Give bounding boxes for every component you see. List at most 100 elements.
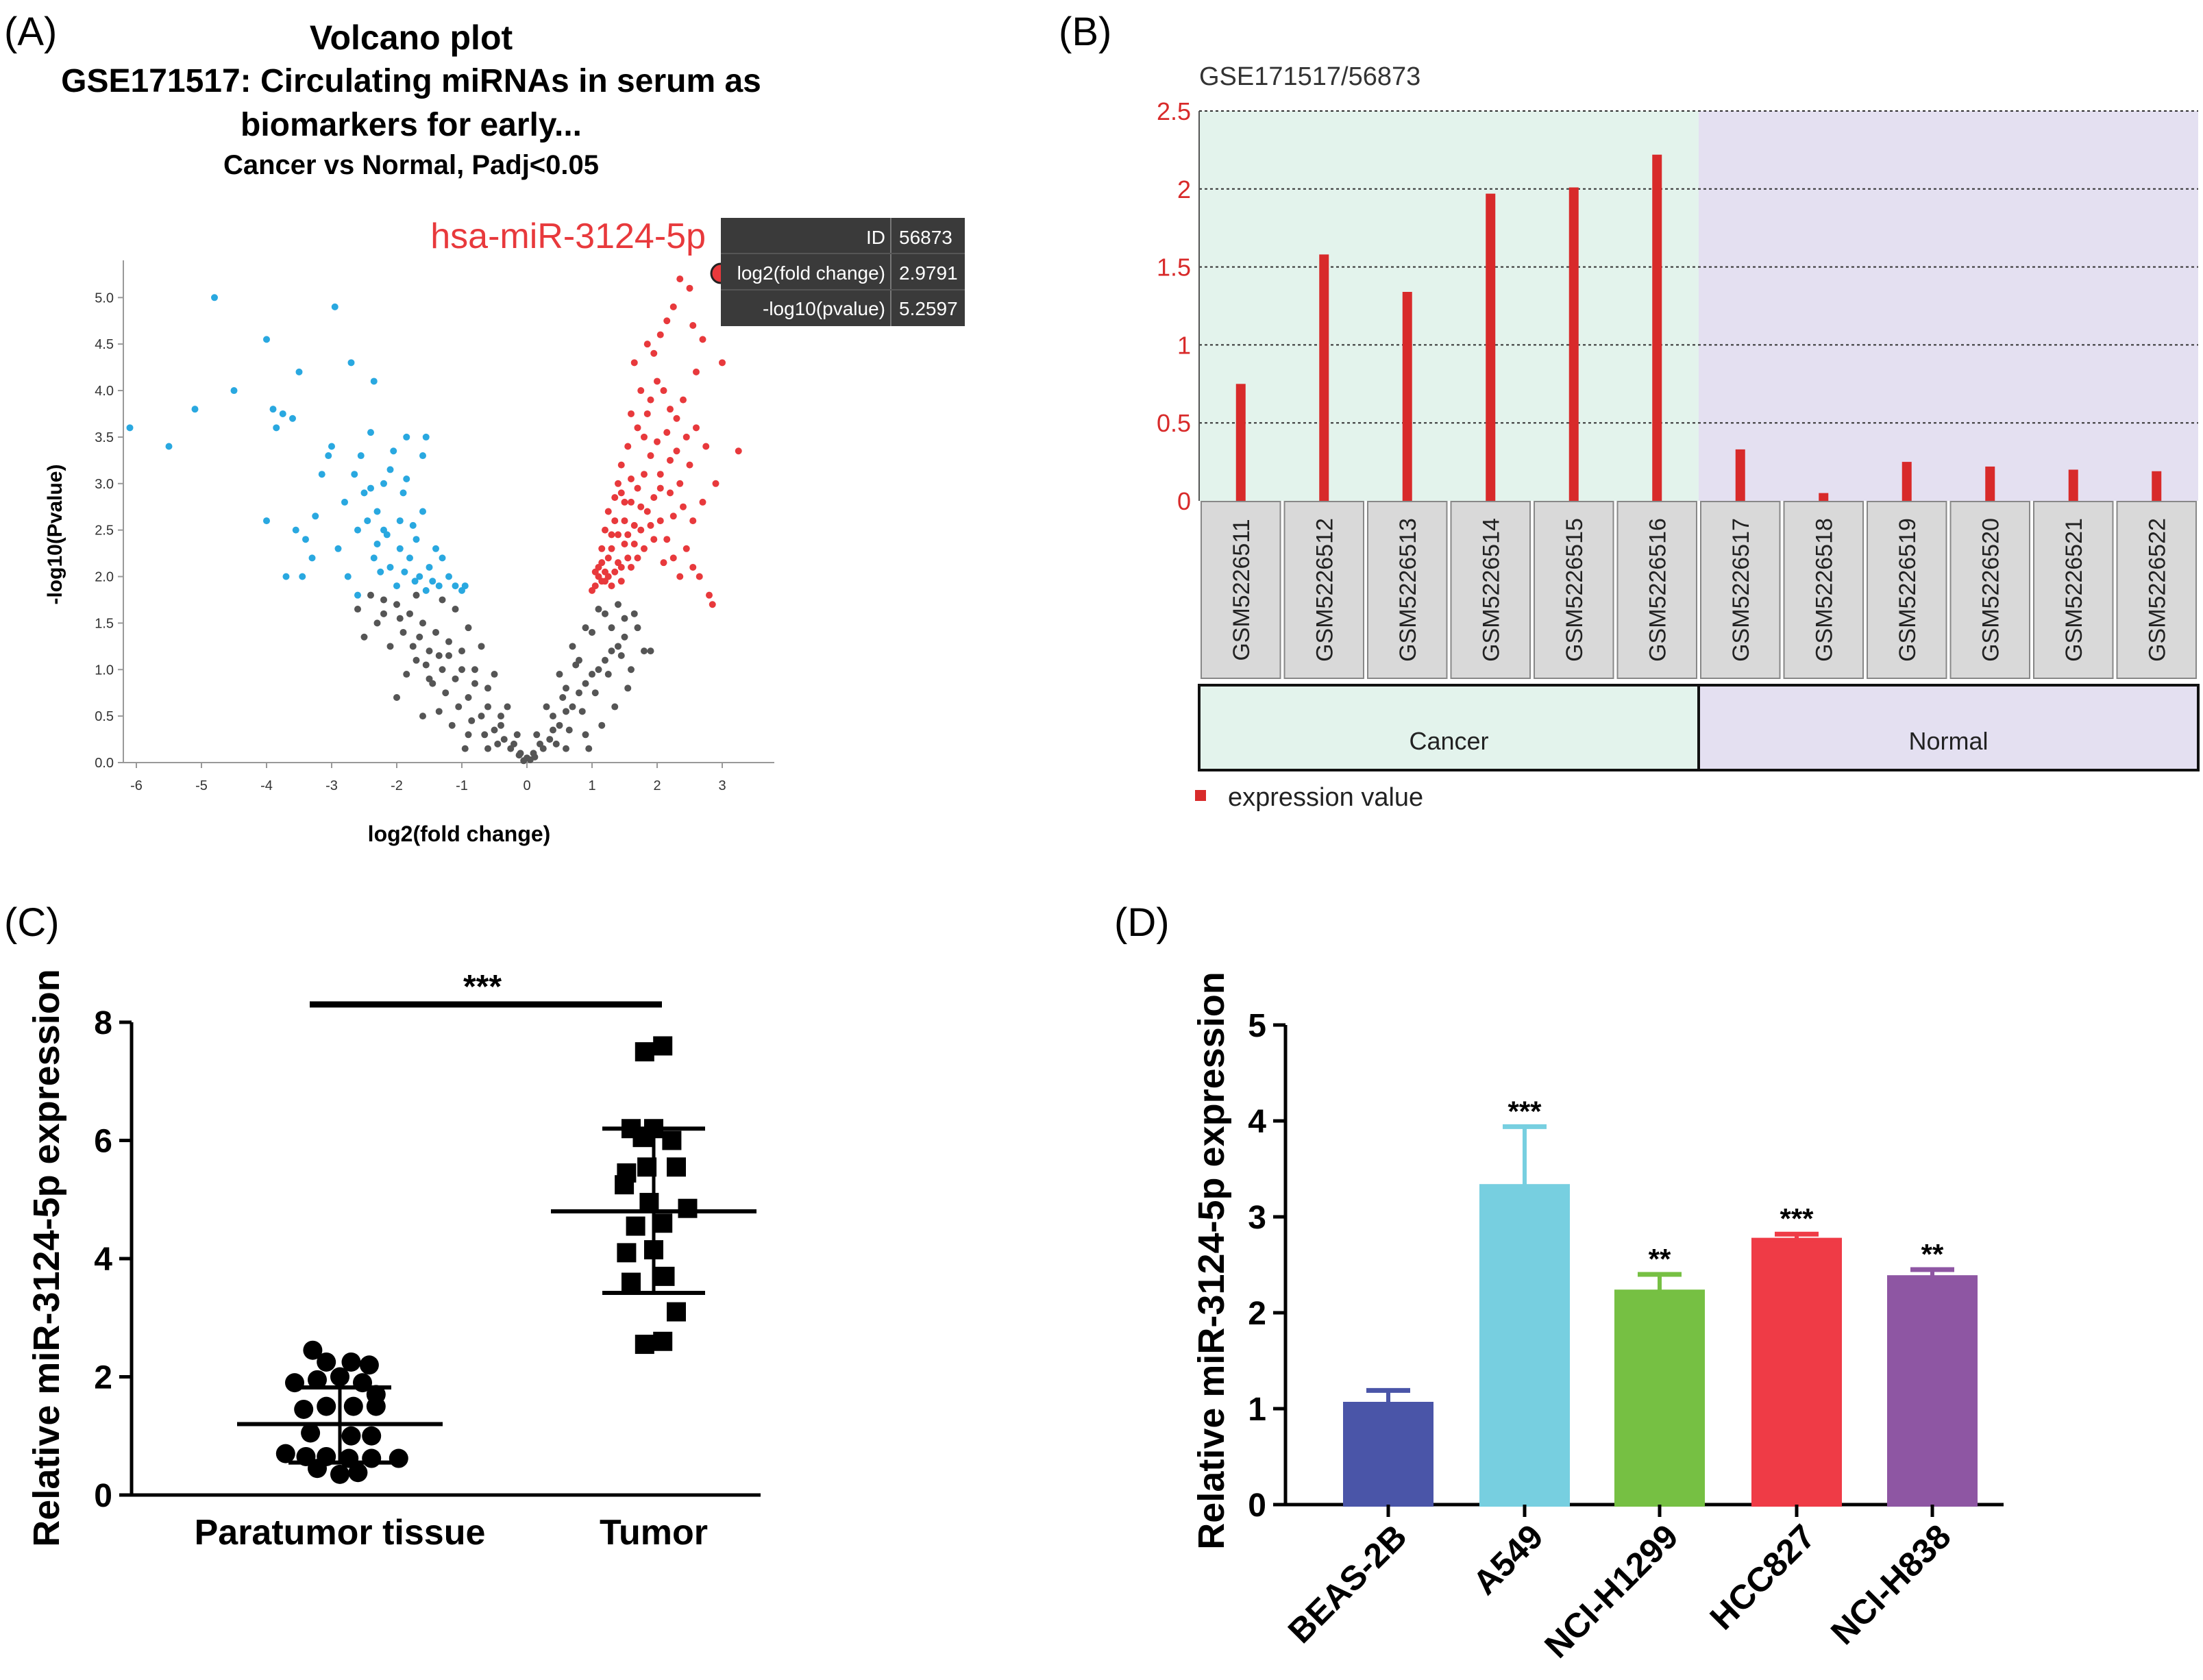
volcano-point-ns [552, 740, 560, 748]
volcano-point-down [341, 498, 348, 506]
volcano-point-ns [491, 671, 498, 678]
volcano-point-ns [578, 708, 586, 715]
cell-category-label: BEAS-2B [1281, 1517, 1414, 1651]
volcano-point-up [615, 559, 621, 567]
volcano-point-up [706, 591, 713, 599]
volcano-point-down [373, 541, 381, 548]
volcano-point-ns [591, 689, 599, 697]
cell-y-tick-label: 0 [1248, 1487, 1266, 1524]
volcano-xlabel: log2(fold change) [368, 822, 551, 846]
volcano-point-ns [615, 601, 621, 608]
volcano-point-down [432, 545, 439, 552]
cell-significance: *** [1780, 1202, 1814, 1235]
cell-ylabel: Relative miR-3124-5p expression [1191, 972, 1232, 1549]
volcano-point-ns [426, 647, 433, 655]
volcano-point-up [693, 424, 700, 432]
volcano-point-up [628, 475, 635, 482]
cell-category-label: NCI-H1299 [1537, 1517, 1685, 1665]
cell-bar [1887, 1275, 1978, 1507]
dot-point-paratumor [366, 1396, 386, 1416]
volcano-point-up [611, 568, 619, 576]
volcano-point-ns [380, 610, 387, 617]
volcano-point-up [634, 484, 641, 492]
volcano-point-up [630, 359, 638, 367]
dot-point-paratumor [301, 1423, 321, 1443]
geo-sample-cell [1201, 501, 1281, 679]
volcano-point-up [667, 489, 674, 497]
geo-sample-cell [1450, 501, 1531, 679]
geo-sample-cell [2116, 501, 2197, 679]
volcano-point-up [611, 517, 619, 525]
volcano-point-up [634, 424, 641, 432]
cell-category-label: HCC827 [1703, 1517, 1823, 1637]
cell-significance: *** [1507, 1095, 1542, 1127]
volcano-point-up [608, 582, 615, 590]
volcano-y-tick-label: 1.0 [95, 663, 114, 678]
volcano-point-down [279, 410, 286, 417]
volcano-point-ns [608, 624, 615, 632]
dot-point-tumor [615, 1175, 635, 1195]
volcano-point-ns [565, 726, 573, 734]
geo-bar [1486, 193, 1496, 501]
volcano-point-up [615, 531, 621, 539]
dot-point-tumor [662, 1131, 682, 1150]
geo-bar [1819, 493, 1829, 501]
volcano-point-down [396, 545, 404, 552]
volcano-y-tick-label: 1.5 [95, 616, 114, 631]
volcano-point-ns [595, 606, 602, 613]
dot-point-paratumor [348, 1463, 368, 1483]
volcano-point-ns [531, 753, 539, 761]
volcano-x-tick-label: -2 [391, 778, 403, 793]
geo-y-tick-label: 1.5 [1157, 254, 1191, 282]
volcano-point-ns [533, 731, 541, 739]
volcano-point-up [696, 573, 703, 580]
volcano-point-up [608, 531, 615, 539]
volcano-point-up [656, 471, 664, 478]
volcano-point-up [663, 536, 671, 543]
volcano-point-ns [539, 745, 547, 752]
volcano-point-up [699, 336, 706, 343]
volcano-point-up [650, 494, 658, 502]
volcano-point-up [669, 303, 677, 310]
volcano-point-ns [445, 638, 452, 645]
volcano-point-ns [647, 647, 654, 655]
dot-point-tumor [655, 1266, 675, 1286]
volcano-point-ns [550, 726, 556, 734]
geo-sample-label: GSM5226516 [1645, 518, 1671, 662]
volcano-point-ns [413, 591, 420, 599]
volcano-point-up [682, 545, 690, 552]
volcano-point-up [650, 536, 658, 543]
volcano-point-ns [615, 643, 621, 650]
volcano-point-ns [624, 684, 632, 692]
legend-marker [1195, 790, 1206, 801]
volcano-point-ns [504, 703, 511, 711]
geo-bar [1568, 187, 1579, 501]
volcano-point-ns [399, 628, 407, 636]
dot-point-paratumor [308, 1370, 327, 1389]
volcano-point-down [429, 578, 436, 585]
geo-backgrounds [1199, 111, 2198, 501]
volcano-x-tick-label: -3 [325, 778, 338, 793]
volcano-point-up [641, 471, 648, 478]
volcano-point-up [608, 545, 615, 552]
volcano-point-up [615, 480, 621, 487]
geo-bar [1319, 254, 1329, 501]
cell-bar [1479, 1184, 1570, 1507]
volcano-y-tick-label: 4.0 [95, 384, 114, 399]
cell-bar [1751, 1237, 1842, 1507]
geo-chart-title: GSE171517/56873 [1199, 62, 1420, 91]
volcano-point-ns [481, 731, 489, 739]
volcano-point-up [637, 503, 645, 510]
volcano-point-down [292, 526, 299, 534]
volcano-point-down [411, 578, 419, 585]
volcano-point-up [660, 387, 667, 395]
volcano-point-ns [484, 703, 491, 711]
volcano-x-tick-label: -1 [456, 778, 468, 793]
volcano-y-tick-label: 0.5 [95, 709, 114, 724]
volcano-point-up [676, 480, 684, 487]
volcano-point-ns [445, 652, 452, 659]
geo-sample-cell [1616, 501, 1697, 679]
volcano-point-ns [520, 757, 528, 765]
geo-sample-cell [1783, 501, 1864, 679]
